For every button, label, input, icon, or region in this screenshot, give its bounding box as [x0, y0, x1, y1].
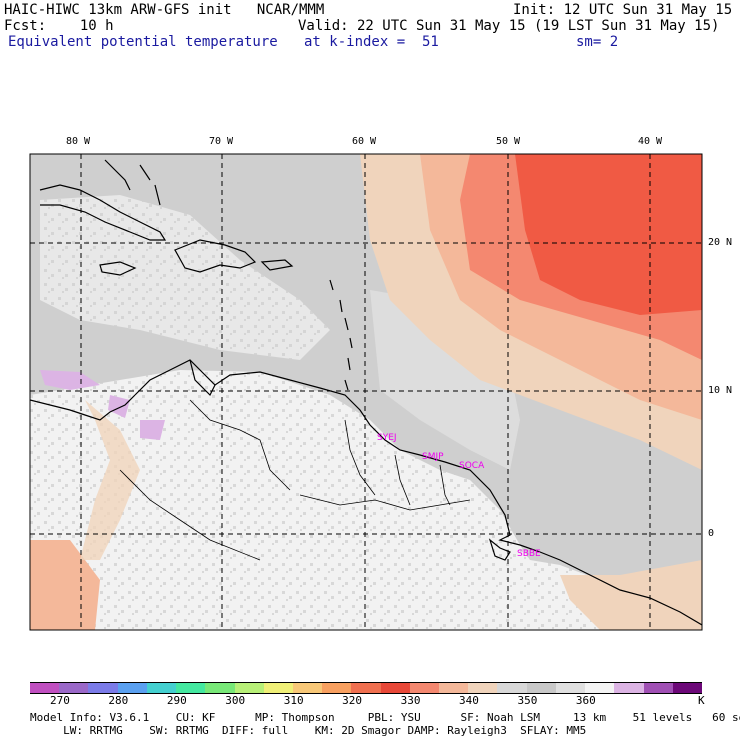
- border-colombia-peru: [119, 469, 261, 561]
- border-venezuela-guyana: [344, 419, 376, 496]
- colorbar-swatch: [409, 682, 440, 694]
- field-330k: [515, 154, 702, 315]
- colorbar-swatch: [614, 682, 645, 694]
- border-brazil-north: [299, 494, 471, 511]
- lon-label-50w: 50 W: [496, 136, 521, 147]
- map-frame: [29, 153, 703, 631]
- colorbar-swatch: [292, 682, 323, 694]
- field-lavender-2: [108, 395, 130, 418]
- header-init-time: Init: 12 UTC Sun 31 May 15: [513, 2, 733, 18]
- colorbar-swatch: [585, 682, 615, 694]
- colorbar-swatch: [322, 682, 352, 694]
- colorbar-label: 280: [108, 694, 129, 707]
- coast-jamaica: [99, 261, 137, 276]
- coast-maracaibo: [189, 359, 216, 397]
- coast-cuba: [39, 184, 167, 241]
- header-forecast-hour: Fcst: 10 h: [4, 18, 114, 34]
- colorbar-label: 320: [342, 694, 363, 707]
- field-andes-warm: [30, 540, 100, 630]
- footer-physics-info: LW: RRTMG SW: RRTMG DIFF: full KM: 2D Sm…: [30, 724, 587, 737]
- colorbar-swatch: [176, 682, 206, 694]
- field-name: Equivalent potential temperature: [8, 34, 278, 50]
- colorbar-swatch: [30, 682, 60, 694]
- lon-label-70w: 70 W: [209, 136, 234, 147]
- coast-amazon-delta: [488, 538, 511, 561]
- colorbar-label: 360: [575, 694, 596, 707]
- lat-label-20n: 20 N: [708, 237, 733, 248]
- colorbar-swatch: [117, 682, 148, 694]
- coast-puerto-rico: [260, 259, 294, 271]
- colorbar-label: 270: [50, 694, 70, 707]
- station-sbbe: SBBE: [517, 549, 541, 559]
- colorbar-label: 340: [459, 694, 479, 707]
- colorbar-swatch: [439, 682, 469, 694]
- colorbar-swatch: [59, 682, 89, 694]
- border-colombia-venezuela: [189, 399, 291, 491]
- colorbar-swatch: [205, 682, 235, 694]
- colorbar-label: 350: [517, 694, 538, 707]
- colorbar-swatch: [263, 682, 294, 694]
- field-caribbean-light: [40, 195, 330, 360]
- colorbar-swatch: [146, 682, 177, 694]
- colorbar-swatch: [497, 682, 528, 694]
- coast-lesser-antilles: [329, 279, 353, 391]
- colorbar-swatch: [526, 682, 557, 694]
- field-andes-ridge: [80, 400, 140, 560]
- coast-south-america-north: [134, 359, 702, 626]
- colorbar-swatch: [672, 682, 703, 694]
- field-lavender-1: [40, 370, 100, 390]
- footer-model-info: Model Info: V3.6.1 CU: KF MP: Thompson P…: [30, 711, 740, 724]
- header-title: HAIC-HIWC 13km ARW-GFS init NCAR/MMM: [4, 2, 325, 18]
- lon-label-40w: 40 W: [638, 136, 663, 147]
- colorbar-swatch: [643, 682, 674, 694]
- colorbar-swatch: [555, 682, 586, 694]
- station-syej: SYEJ: [377, 433, 397, 443]
- colorbar-swatch: [468, 682, 498, 694]
- coastlines: [30, 159, 702, 626]
- country-borders: [119, 399, 471, 561]
- lat-label-0: 0: [708, 528, 715, 539]
- lon-label-80w: 80 W: [66, 136, 91, 147]
- station-soca: SOCA: [459, 461, 485, 471]
- latlon-grid: [30, 154, 702, 630]
- colorbar-label: 310: [283, 694, 304, 707]
- field-level: at k-index = 51: [304, 34, 439, 50]
- colorbar-swatch: [380, 682, 411, 694]
- border-suriname-guiana: [439, 464, 451, 506]
- border-guyana-suriname: [394, 454, 411, 506]
- coast-central-america: [30, 394, 136, 421]
- field-lavender-3: [140, 420, 165, 440]
- lon-label-60w: 60 W: [352, 136, 377, 147]
- colorbar-label: 330: [400, 694, 421, 707]
- colorbar-swatch: [351, 682, 382, 694]
- colorbar-swatch: [88, 682, 119, 694]
- field-atlantic-light: [370, 290, 520, 470]
- colorbar-label: 300: [225, 694, 246, 707]
- coast-florida-keys: [104, 159, 161, 206]
- field-land-light: [30, 370, 702, 630]
- colorbar-label: 290: [166, 694, 187, 707]
- colorbar-unit: K: [698, 694, 705, 707]
- field-smoothing: sm= 2: [576, 34, 619, 50]
- station-smjp: SMJP: [422, 452, 444, 462]
- header-valid-time: Valid: 22 UTC Sun 31 May 15 (19 LST Sun …: [298, 18, 720, 34]
- lat-label-10n: 10 N: [708, 385, 733, 396]
- colorbar-swatch: [234, 682, 265, 694]
